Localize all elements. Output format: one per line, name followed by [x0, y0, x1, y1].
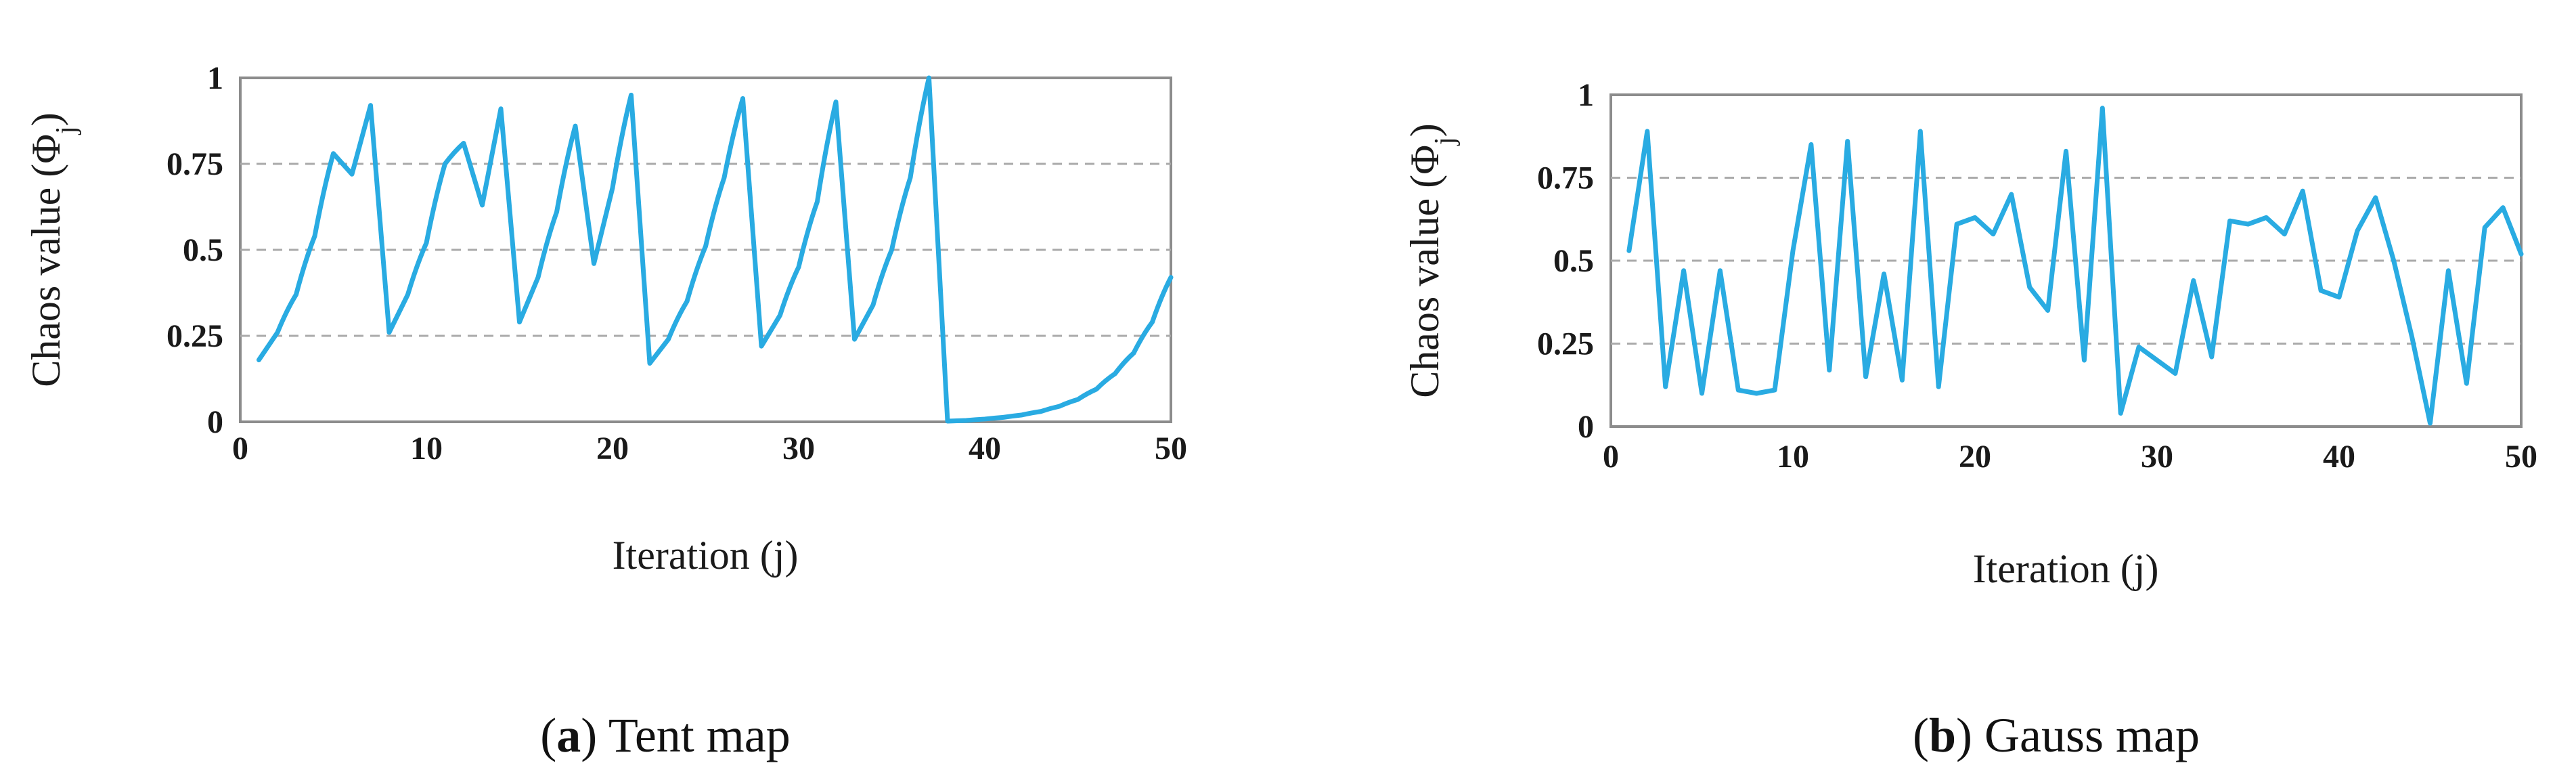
- series-line-gauss-map: [1626, 106, 2524, 426]
- y-tick-labels-b: 0 0.25 0.5 0.75 1: [1537, 77, 1594, 445]
- y-tick-label-b-4: 1: [1578, 77, 1594, 113]
- x-tick-label-b-4: 40: [2323, 439, 2355, 475]
- x-tick-label-b-2: 20: [1959, 439, 1991, 475]
- gridlines-b: [1611, 177, 2521, 345]
- y-tick-label-b-2: 0.5: [1553, 243, 1594, 279]
- panel-a: 00.250.50.751 0 10 20 30 40 50 Iteration (j) …: [24, 60, 1187, 762]
- y-tick-label-a-2: 0.5: [183, 232, 223, 268]
- caption-a: (a) Tent map: [540, 708, 791, 762]
- y-tick-label-a-4: 1: [207, 60, 223, 96]
- x-tick-label-a-4: 40: [969, 431, 1001, 467]
- x-tick-labels-a: 0 10 20 30 40 50: [232, 431, 1187, 467]
- series-line-tent-map: [257, 75, 1174, 424]
- y-tick-label-a-0: 0: [207, 404, 223, 440]
- y-tick-label-b-0: 0: [1578, 409, 1594, 445]
- x-tick-label-b-1: 10: [1777, 439, 1809, 475]
- x-tick-label-a-0: 0: [232, 431, 248, 467]
- x-tick-labels-b: 0 10 20 30 40 50: [1603, 439, 2537, 475]
- caption-b: (b) Gauss map: [1913, 708, 2200, 762]
- x-tick-label-a-1: 10: [410, 431, 443, 467]
- y-tick-label-a-1: 0.25: [166, 318, 223, 354]
- x-tick-label-b-0: 0: [1603, 439, 1619, 475]
- x-tick-label-a-2: 20: [596, 431, 629, 467]
- y-axis-title-a: Chaos value (Φj): [24, 112, 82, 387]
- x-tick-label-b-5: 50: [2505, 439, 2537, 475]
- gridlines-a: [240, 162, 1171, 337]
- y-tick-label-a-3: 0.75: [166, 146, 223, 182]
- y-tick-label-b-3: 0.75: [1537, 160, 1594, 196]
- x-axis-title-a: Iteration (j): [613, 533, 799, 578]
- x-tick-label-a-3: 30: [782, 431, 815, 467]
- y-axis-title-b: Chaos value (Φj): [1402, 123, 1461, 397]
- x-axis-title-b: Iteration (j): [1973, 546, 2159, 591]
- y-tick-labels-a: 0 0.25 0.5 0.75 1: [166, 60, 223, 440]
- x-tick-label-a-5: 50: [1155, 431, 1187, 467]
- y-tick-label-b-1: 0.25: [1537, 326, 1594, 362]
- panel-b: 00.250.50.751 0 10 20 30 40 50 Iteration (j) …: [1402, 77, 2537, 762]
- x-tick-label-b-3: 30: [2141, 439, 2173, 475]
